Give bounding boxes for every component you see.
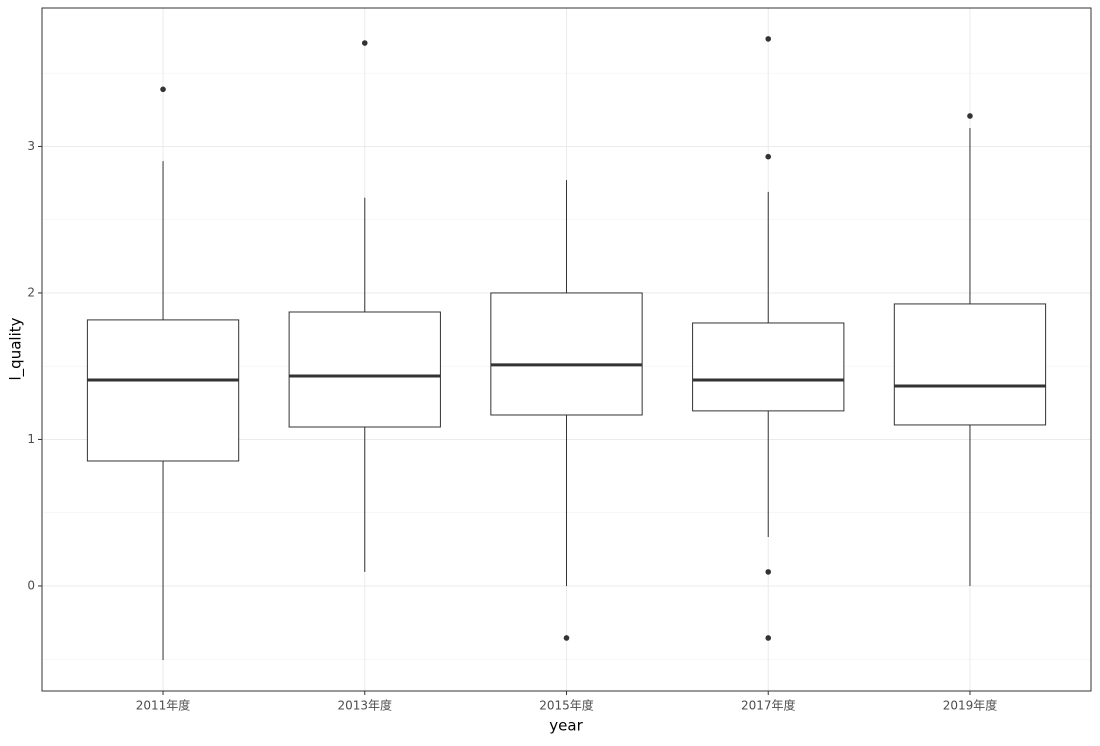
x-axis-label: year (549, 717, 583, 735)
y-axis-label: l_quality (7, 317, 26, 380)
x-tick-label: 2015年度 (539, 698, 594, 713)
box (86, 319, 240, 462)
outlier (765, 635, 772, 641)
outlier (563, 635, 570, 641)
outlier (967, 113, 973, 119)
y-tick-label: 1 (27, 432, 35, 446)
outlier (160, 86, 166, 93)
box (893, 303, 1047, 426)
panel-border (41, 7, 1092, 692)
x-tick-label: 2013年度 (337, 698, 392, 713)
outlier (361, 40, 368, 46)
outlier (765, 569, 772, 575)
outlier (765, 153, 772, 160)
box (490, 292, 643, 416)
x-tick-label: 2019年度 (943, 698, 998, 713)
box (692, 322, 845, 412)
y-tick-label: 2 (27, 285, 35, 299)
y-tick-label: 3 (27, 139, 35, 153)
box (288, 311, 441, 428)
x-tick-label: 2011年度 (136, 698, 191, 713)
y-tick-label: 0 (27, 578, 35, 592)
outlier (765, 36, 772, 42)
x-tick-label: 2017年度 (741, 698, 796, 713)
